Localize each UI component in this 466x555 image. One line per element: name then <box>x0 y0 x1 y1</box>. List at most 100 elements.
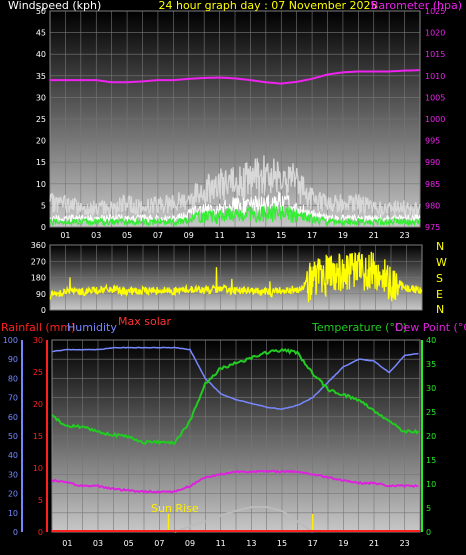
barometer-y-tick: 990 <box>425 158 440 167</box>
dewpoint-line <box>51 469 419 494</box>
direction-y-tick: 180 <box>31 274 46 283</box>
wind-y-tick: 30 <box>36 93 46 102</box>
temp-x-tick: 03 <box>93 539 103 548</box>
temp-x-tick: 13 <box>246 539 256 548</box>
wind-y-tick: 0 <box>41 223 46 232</box>
barometer-y-tick: 1025 <box>425 7 445 16</box>
wind-x-tick: 03 <box>91 231 101 240</box>
temp-x-tick: 11 <box>216 539 226 548</box>
wind-y-tick: 50 <box>36 7 46 16</box>
wind-x-tick: 15 <box>276 231 286 240</box>
barometer-y-tick: 985 <box>425 180 440 189</box>
barometer-axis-label: Barometer (hpa) <box>371 0 462 12</box>
humidity-line <box>51 346 419 410</box>
wind-x-tick: 07 <box>153 231 163 240</box>
wind-y-tick: 10 <box>36 180 46 189</box>
wind-gust-line <box>49 155 421 218</box>
wind-y-tick: 20 <box>36 137 46 146</box>
barometer-y-tick: 1005 <box>425 93 445 102</box>
direction-label-s: S <box>436 272 443 285</box>
humidity-y-tick: 10 <box>8 509 18 518</box>
temperature-y-tick: 40 <box>426 336 436 345</box>
wind-x-tick: 17 <box>307 231 317 240</box>
wind-x-tick: 23 <box>399 231 409 240</box>
humidity-axis-label: Humidity <box>67 321 117 334</box>
wind-y-tick: 35 <box>36 72 46 81</box>
max-solar-label: Max solar <box>118 315 171 328</box>
temp-x-tick: 07 <box>154 539 164 548</box>
temperature-y-tick: 35 <box>426 360 436 369</box>
temperature-axis-label: Temperature (°C) <box>311 321 407 334</box>
wind-x-tick: 01 <box>60 231 70 240</box>
wind-y-tick: 15 <box>36 158 46 167</box>
temperature-line <box>51 347 420 446</box>
temp-x-tick: 01 <box>62 539 72 548</box>
wind-axis-label: Windspeed (kph) <box>8 0 101 12</box>
solar-line <box>174 506 314 533</box>
wind-y-tick: 40 <box>36 50 46 59</box>
wind-x-tick: 05 <box>122 231 132 240</box>
humidity-y-tick: 20 <box>8 490 18 499</box>
barometer-y-tick: 980 <box>425 201 440 210</box>
direction-y-tick: 90 <box>36 290 46 299</box>
humidity-y-tick: 30 <box>8 470 18 479</box>
temperature-y-tick: 30 <box>426 384 436 393</box>
temp-x-tick: 21 <box>369 539 379 548</box>
sunrise-annotation: Sun Rise <box>151 502 199 515</box>
temperature-y-tick: 0 <box>426 528 431 537</box>
wind-y-tick: 45 <box>36 29 46 38</box>
humidity-y-tick: 70 <box>8 394 18 403</box>
temp-x-tick: 19 <box>338 539 348 548</box>
rainfall-y-tick: 0 <box>38 528 43 537</box>
barometer-y-tick: 1010 <box>425 72 445 81</box>
rainfall-y-tick: 25 <box>33 368 43 377</box>
wind-avg-line <box>49 203 421 228</box>
barometer-y-tick: 995 <box>425 137 440 146</box>
direction-label-e: E <box>436 288 443 301</box>
rainfall-y-tick: 30 <box>33 336 43 345</box>
direction-label-n-top: N <box>436 240 444 253</box>
temperature-y-tick: 20 <box>426 432 436 441</box>
barometer-line <box>50 69 421 85</box>
temp-x-tick: 05 <box>124 539 134 548</box>
temperature-y-tick: 25 <box>426 408 436 417</box>
wind-x-tick: 11 <box>214 231 224 240</box>
barometer-y-tick: 1015 <box>425 50 445 59</box>
wind-direction-line <box>49 251 423 303</box>
humidity-y-tick: 60 <box>8 413 18 422</box>
direction-y-tick: 360 <box>31 241 46 250</box>
humidity-y-tick: 80 <box>8 374 18 383</box>
rainfall-y-tick: 5 <box>38 496 43 505</box>
humidity-y-tick: 0 <box>13 528 18 537</box>
dewpoint-axis-label: Dew Point (°C) <box>395 321 466 334</box>
barometer-y-tick: 1000 <box>425 115 445 124</box>
rainfall-y-tick: 10 <box>33 464 43 473</box>
temp-x-tick: 23 <box>400 539 410 548</box>
wind-y-tick: 25 <box>36 115 46 124</box>
direction-y-tick: 0 <box>41 306 46 315</box>
wind-x-tick: 13 <box>245 231 255 240</box>
humidity-y-tick: 90 <box>8 355 18 364</box>
temp-x-tick: 17 <box>308 539 318 548</box>
wind-y-tick: 5 <box>41 201 46 210</box>
wind-x-tick: 09 <box>184 231 194 240</box>
temperature-y-tick: 10 <box>426 480 436 489</box>
rainfall-axis-label: Rainfall (mm) <box>1 321 75 334</box>
wind-x-tick: 21 <box>369 231 379 240</box>
wind-x-tick: 19 <box>338 231 348 240</box>
barometer-y-tick: 1020 <box>425 29 445 38</box>
direction-y-tick: 270 <box>31 257 46 266</box>
rainfall-y-tick: 20 <box>33 400 43 409</box>
humidity-y-tick: 50 <box>8 432 18 441</box>
humidity-y-tick: 40 <box>8 451 18 460</box>
rainfall-y-tick: 15 <box>33 432 43 441</box>
barometer-y-tick: 975 <box>425 223 440 232</box>
humidity-y-tick: 100 <box>3 336 18 345</box>
temperature-y-tick: 15 <box>426 456 436 465</box>
temperature-y-tick: 5 <box>426 504 431 513</box>
temp-x-tick: 15 <box>277 539 287 548</box>
direction-label-w: W <box>436 256 447 269</box>
direction-label-n-bottom: N <box>436 303 444 316</box>
